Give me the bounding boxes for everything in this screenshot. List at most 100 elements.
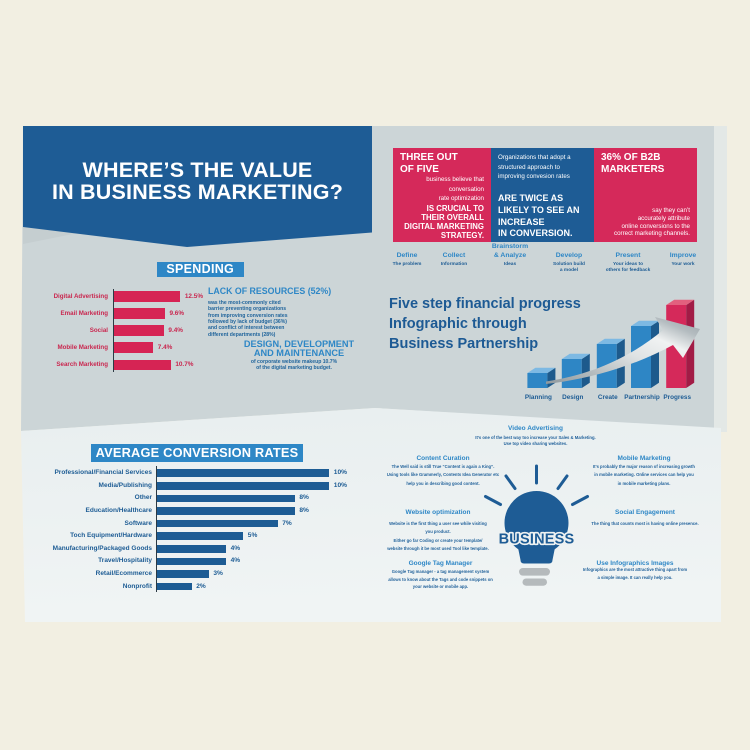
stat-box-body: business believe that conversation rate … bbox=[426, 176, 484, 203]
step-subtitle: Ideas bbox=[503, 261, 517, 267]
bar3d-category-label: Create bbox=[597, 393, 618, 401]
bar3d-face bbox=[527, 367, 556, 373]
design-development-title: DESIGN, DEVELOPMENT AND MAINTENANCE bbox=[243, 339, 355, 358]
step-subtitle: The problem bbox=[392, 261, 422, 267]
step-develop: Develop Solution build a model bbox=[521, 242, 617, 276]
spending-bar bbox=[114, 291, 181, 302]
step-subtitle: Solution build a model bbox=[553, 261, 585, 274]
conversion-value: 3% bbox=[213, 570, 223, 577]
conversion-category-label: Nonprofit bbox=[122, 582, 152, 590]
bulb-dome bbox=[504, 491, 569, 555]
conversion-value: 10% bbox=[333, 469, 347, 477]
conversion-category-label: Toch Equipment/Hardware bbox=[70, 532, 152, 540]
conversion-value: 8% bbox=[299, 507, 309, 514]
stat-box-heading: 36% OF B2B MARKETERS bbox=[601, 151, 665, 175]
bulb-ray-upper-right bbox=[556, 474, 569, 490]
step-brainstorm-analyze: Brainstorm & Analyze Ideas bbox=[462, 242, 558, 269]
step-title: Define bbox=[396, 251, 418, 259]
step-subtitle: Your work bbox=[671, 261, 695, 267]
title-banner bbox=[23, 126, 372, 247]
conversion-bar bbox=[157, 532, 244, 541]
stat-box-twice-as-likely: Organizations that adopt a structured ap… bbox=[491, 148, 594, 242]
step-subtitle: Your ideas to others for feedback bbox=[605, 261, 651, 274]
stat-box-body: say they can’t accurately attribute onli… bbox=[613, 207, 690, 238]
conversion-category-label: Manufacturing/Packaged Goods bbox=[52, 544, 152, 552]
conversion-bar bbox=[157, 545, 227, 553]
spending-value: 7.4% bbox=[157, 344, 173, 352]
conversion-value: 2% bbox=[196, 582, 206, 590]
spending-value: 9.4% bbox=[168, 327, 183, 335]
spending-bar bbox=[114, 342, 154, 354]
conversion-bar bbox=[157, 494, 295, 503]
conversion-bar bbox=[157, 507, 295, 515]
bar3d-design bbox=[561, 353, 590, 388]
callout-title-social-engagement: Social Engagement bbox=[615, 509, 675, 516]
bar3d-category-label: Partnership bbox=[624, 393, 660, 401]
conversion-category-label: Other bbox=[134, 494, 152, 502]
bar3d-face bbox=[527, 373, 548, 388]
conversion-value: 5% bbox=[247, 532, 258, 540]
spending-header: SPENDING bbox=[156, 262, 244, 277]
conversion-value: 4% bbox=[230, 557, 241, 565]
step-collect: Collect Information bbox=[406, 242, 502, 269]
conversion-category-label: Education/Healthcare bbox=[85, 507, 152, 514]
callout-title-mobile-marketing: Mobile Marketing bbox=[617, 454, 671, 462]
callout-body-video-advertising: It’s one of the best way too increase yo… bbox=[475, 434, 596, 446]
step-present: Present Your ideas to others for feedback bbox=[580, 242, 676, 276]
step-title: Develop bbox=[555, 251, 583, 259]
step-improve: Improve Your work bbox=[635, 242, 731, 269]
progress-section-title: Five step financial progress Infographic… bbox=[389, 296, 581, 352]
callout-body-use-infographics-images: Infographics are the most attractive thi… bbox=[582, 567, 688, 581]
step-define: Define The problem bbox=[359, 242, 455, 269]
callout-body-google-tag-manager: Google Tag manager - a tag management sy… bbox=[388, 569, 493, 589]
conversion-value: 7% bbox=[282, 519, 292, 527]
bulb-base-top bbox=[519, 568, 550, 576]
callout-body-content-curation: The Well said is still True “Content is … bbox=[386, 464, 500, 486]
spending-bar bbox=[114, 308, 165, 320]
spending-bar bbox=[114, 359, 171, 371]
callout-body-mobile-marketing: It’s probably the major reason of increa… bbox=[593, 464, 695, 486]
spending-category-label: Mobile Marketing bbox=[57, 344, 108, 352]
conversion-category-label: Software bbox=[124, 519, 152, 527]
step-title: Brainstorm & Analyze bbox=[491, 242, 529, 259]
conversion-bar bbox=[157, 482, 330, 490]
bulb-ray-lower-right bbox=[571, 495, 589, 506]
bar3d-face bbox=[581, 353, 590, 388]
bar3d-planning bbox=[527, 367, 556, 388]
stat-box-emphasis: ARE TWICE AS LIKELY TO SEE AN INCREASE I… bbox=[498, 193, 580, 239]
stat-box-36-percent: 36% OF B2B MARKETERS say they can’t accu… bbox=[594, 148, 697, 242]
bar3d-category-label: Design bbox=[562, 393, 584, 401]
conversion-bar bbox=[157, 519, 278, 528]
conversion-category-label: Professional/Financial Services bbox=[54, 469, 152, 477]
spending-axis bbox=[113, 288, 115, 372]
bar3d-face bbox=[631, 320, 659, 326]
page-edge-band bbox=[714, 126, 727, 432]
step-title: Collect bbox=[442, 251, 466, 259]
spending-category-label: Search Marketing bbox=[56, 361, 108, 369]
stat-box-emphasis: IS CRUCIAL TO THEIR OVERALL DIGITAL MARK… bbox=[404, 203, 484, 241]
callout-title-content-curation: Content Curation bbox=[416, 454, 470, 462]
page-title: WHERE’S THE VALUE IN BUSINESS MARKETING? bbox=[51, 158, 344, 205]
conversion-bar bbox=[157, 570, 209, 578]
spending-bar bbox=[114, 325, 164, 337]
conversion-value: 4% bbox=[230, 544, 241, 552]
conversion-category-label: Media/Publishing bbox=[98, 481, 152, 489]
bulb-rays bbox=[484, 464, 589, 506]
growth-arrow bbox=[546, 317, 700, 384]
spending-value: 9.6% bbox=[169, 309, 185, 317]
stat-box-three-out-of-five: THREE OUT OF FIVE business believe that … bbox=[393, 148, 491, 242]
bulb-neck bbox=[516, 540, 557, 564]
business-lightbulb: BUSINESS bbox=[484, 464, 589, 586]
bar3d-face bbox=[561, 359, 582, 388]
callout-title-google-tag-manager: Google Tag Manager bbox=[408, 559, 473, 567]
callout-title-use-infographics-images: Use Infographics Images bbox=[596, 559, 674, 567]
conversion-value: 10% bbox=[333, 481, 347, 489]
bulb-ray-upper-left bbox=[504, 474, 517, 490]
bulb-ray-lower-left bbox=[484, 495, 502, 506]
callout-title-video-advertising: Video Advertising bbox=[508, 425, 563, 432]
conversion-value: 8% bbox=[299, 494, 309, 502]
conversion-bar bbox=[157, 557, 227, 566]
spending-value: 10.7% bbox=[175, 361, 194, 369]
spending-category-label: Social bbox=[89, 327, 108, 335]
